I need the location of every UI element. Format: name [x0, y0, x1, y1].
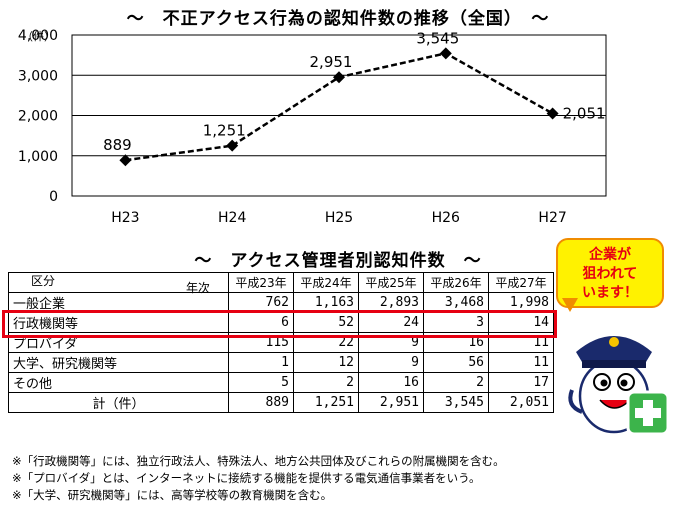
total-cell: 3,545 [423, 392, 489, 413]
table-cell: 1 [228, 352, 294, 373]
data-label: 1,251 [203, 122, 246, 140]
total-cell: 2,051 [488, 392, 554, 413]
callout-tail [562, 298, 578, 312]
total-cell: 1,251 [293, 392, 359, 413]
y-tick-label: 3,000 [18, 68, 58, 84]
table-row: その他 5 2 16 2 17 [8, 372, 554, 393]
total-label: 計（件） [8, 392, 229, 413]
callout-bubble: 企業が 狙われて います！ [556, 238, 664, 308]
x-tick-label: H24 [218, 210, 246, 226]
column-header: 平成27年 [488, 272, 554, 293]
x-tick-label: H23 [111, 210, 139, 226]
x-tick-label: H25 [325, 210, 353, 226]
data-point-marker [439, 47, 452, 60]
footnote: ※「プロバイダ」とは、インターネットに接続する機能を提供する電気通信事業者をいう… [12, 471, 481, 485]
y-tick-label: 2,000 [18, 109, 58, 125]
corner-category-label: 区分 [31, 274, 56, 288]
footnote: ※「大学、研究機関等」には、高等学校等の教育機関を含む。 [12, 488, 333, 502]
chart-title: ～ 不正アクセス行為の認知件数の推移（全国） ～ [126, 9, 550, 29]
corner-year-label: 年次 [185, 281, 210, 295]
callout-line: 企業が [589, 247, 631, 263]
callout-line: 狙われて [582, 266, 638, 282]
y-axis-unit: （件） [22, 30, 55, 43]
stats-table: 年次 区分 平成23年 平成24年 平成25年 平成26年 平成27年 一般企業… [8, 272, 554, 413]
data-point-marker [333, 71, 345, 84]
table-cell: 5 [228, 372, 294, 393]
data-point-marker [119, 154, 132, 167]
table-cell: 9 [358, 352, 424, 373]
data-label: 889 [103, 136, 132, 154]
x-tick-label: H27 [538, 210, 566, 226]
table-title: ～ アクセス管理者別認知件数 ～ [194, 251, 482, 271]
table-corner: 年次 区分 [8, 272, 229, 295]
table-cell: 24 [358, 312, 424, 333]
column-header: 平成25年 [358, 272, 424, 293]
total-cell: 889 [228, 392, 294, 413]
table-cell: 17 [488, 372, 554, 393]
data-label: 2,051 [563, 104, 606, 122]
y-tick-label: 1,000 [18, 149, 58, 165]
table-row: 一般企業 762 1,163 2,893 3,468 1,998 [8, 292, 554, 313]
total-cell: 2,951 [358, 392, 424, 413]
highlight-box [2, 310, 557, 338]
column-header: 平成24年 [293, 272, 359, 293]
table-cell: 12 [293, 352, 359, 373]
column-header: 平成26年 [423, 272, 489, 293]
table-row: 大学、研究機関等 1 12 9 56 11 [8, 352, 554, 373]
footnotes: ※「行政機関等」には、独立行政法人、特殊法人、地方公共団体及びこれらの附属機関を… [12, 453, 505, 504]
x-tick-label: H26 [432, 210, 460, 226]
data-label: 3,545 [416, 29, 459, 47]
data-point-marker [546, 107, 559, 120]
column-header: 平成23年 [228, 272, 294, 293]
footnote: ※「行政機関等」には、独立行政法人、特殊法人、地方公共団体及びこれらの附属機関を… [12, 454, 505, 468]
table-header-row: 年次 区分 平成23年 平成24年 平成25年 平成26年 平成27年 [8, 272, 554, 295]
table-cell: 16 [358, 372, 424, 393]
table-cell: 1,998 [488, 292, 554, 313]
plot-area [71, 34, 607, 197]
table-cell: 2 [293, 372, 359, 393]
callout-line: います！ [582, 285, 638, 301]
row-label: 大学、研究機関等 [8, 352, 229, 373]
police-mascot-illustration [568, 336, 670, 436]
table-cell: 11 [488, 352, 554, 373]
table-total-row: 計（件） 889 1,251 2,951 3,545 2,051 [8, 392, 554, 413]
table-cell: 14 [488, 312, 554, 333]
data-point-marker [226, 139, 239, 152]
line-chart: （件） 0 1,000 2,000 3,000 4,000 H23 H24 H25 H26 H2… [18, 28, 607, 226]
y-tick-label: 4,000 [18, 28, 58, 44]
y-tick-label: 0 [49, 189, 58, 205]
data-label: 2,951 [310, 53, 353, 71]
table-cell: 2 [423, 372, 489, 393]
table-cell: 56 [423, 352, 489, 373]
row-label: その他 [8, 372, 229, 393]
